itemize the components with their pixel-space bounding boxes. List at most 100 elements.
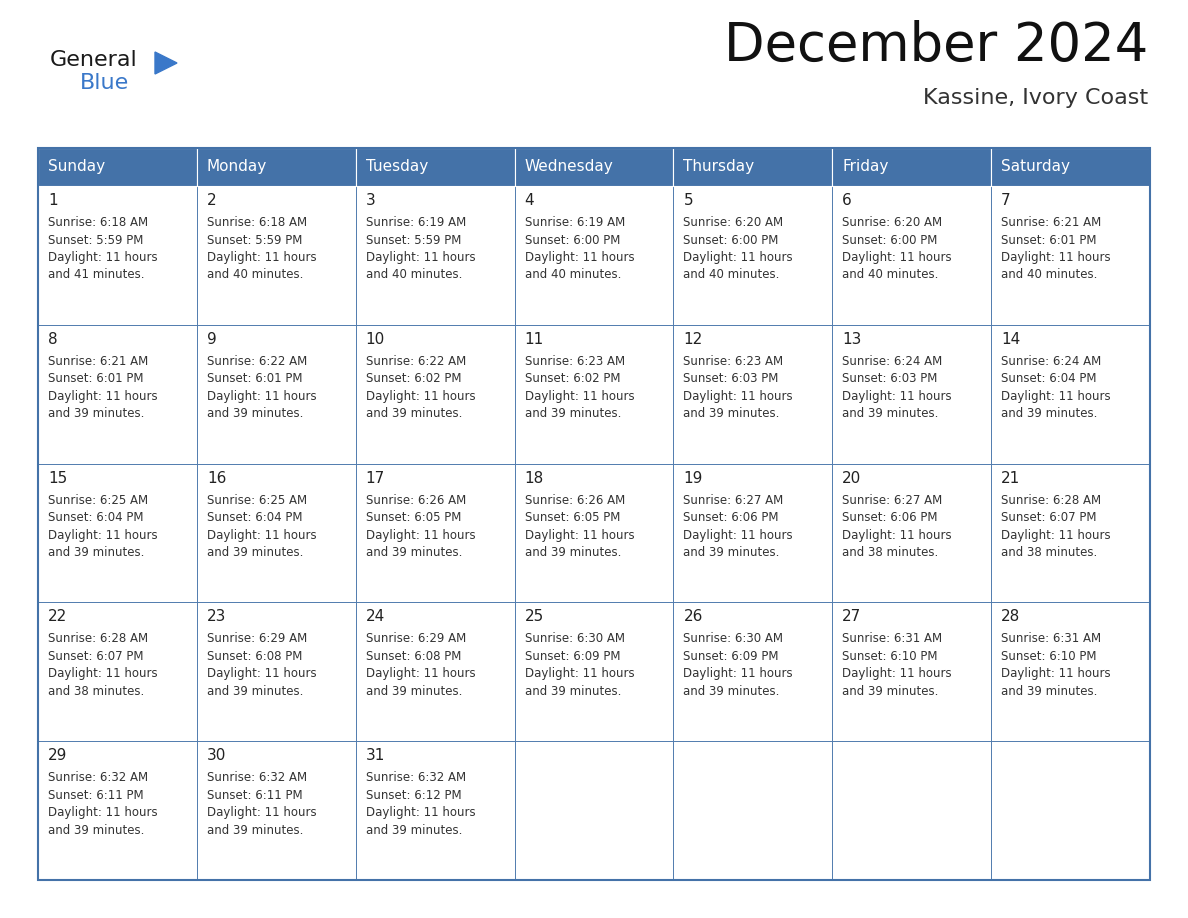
Text: Sunrise: 6:25 AM
Sunset: 6:04 PM
Daylight: 11 hours
and 39 minutes.: Sunrise: 6:25 AM Sunset: 6:04 PM Dayligh…	[48, 494, 158, 559]
Text: Sunrise: 6:32 AM
Sunset: 6:11 PM
Daylight: 11 hours
and 39 minutes.: Sunrise: 6:32 AM Sunset: 6:11 PM Dayligh…	[207, 771, 316, 836]
Text: 4: 4	[525, 193, 535, 208]
Bar	[355, 325, 514, 464]
Bar	[833, 186, 991, 325]
Bar	[991, 186, 1150, 325]
Text: Friday: Friday	[842, 160, 889, 174]
Text: 22: 22	[48, 610, 68, 624]
Bar	[674, 602, 833, 741]
Text: Sunrise: 6:26 AM
Sunset: 6:05 PM
Daylight: 11 hours
and 39 minutes.: Sunrise: 6:26 AM Sunset: 6:05 PM Dayligh…	[525, 494, 634, 559]
Bar	[355, 186, 514, 325]
Bar	[355, 464, 514, 602]
Text: Sunday: Sunday	[48, 160, 105, 174]
Text: 23: 23	[207, 610, 226, 624]
Text: 7: 7	[1001, 193, 1011, 208]
Text: 8: 8	[48, 331, 58, 347]
Text: 14: 14	[1001, 331, 1020, 347]
Text: 25: 25	[525, 610, 544, 624]
Bar	[674, 325, 833, 464]
Bar	[197, 464, 355, 602]
Bar	[833, 602, 991, 741]
Bar	[38, 741, 197, 880]
Text: Sunrise: 6:21 AM
Sunset: 6:01 PM
Daylight: 11 hours
and 39 minutes.: Sunrise: 6:21 AM Sunset: 6:01 PM Dayligh…	[48, 354, 158, 420]
Bar	[197, 148, 355, 186]
Text: 26: 26	[683, 610, 703, 624]
Bar	[991, 602, 1150, 741]
Bar	[197, 325, 355, 464]
Text: 30: 30	[207, 748, 226, 763]
Bar	[514, 464, 674, 602]
Text: 17: 17	[366, 471, 385, 486]
Text: 3: 3	[366, 193, 375, 208]
Polygon shape	[154, 52, 177, 74]
Text: Sunrise: 6:27 AM
Sunset: 6:06 PM
Daylight: 11 hours
and 38 minutes.: Sunrise: 6:27 AM Sunset: 6:06 PM Dayligh…	[842, 494, 952, 559]
Text: Monday: Monday	[207, 160, 267, 174]
Text: Sunrise: 6:18 AM
Sunset: 5:59 PM
Daylight: 11 hours
and 40 minutes.: Sunrise: 6:18 AM Sunset: 5:59 PM Dayligh…	[207, 216, 316, 282]
Text: 10: 10	[366, 331, 385, 347]
Text: Sunrise: 6:22 AM
Sunset: 6:02 PM
Daylight: 11 hours
and 39 minutes.: Sunrise: 6:22 AM Sunset: 6:02 PM Dayligh…	[366, 354, 475, 420]
Bar	[674, 464, 833, 602]
Bar	[991, 464, 1150, 602]
Text: Sunrise: 6:25 AM
Sunset: 6:04 PM
Daylight: 11 hours
and 39 minutes.: Sunrise: 6:25 AM Sunset: 6:04 PM Dayligh…	[207, 494, 316, 559]
Bar	[355, 741, 514, 880]
Text: Sunrise: 6:29 AM
Sunset: 6:08 PM
Daylight: 11 hours
and 39 minutes.: Sunrise: 6:29 AM Sunset: 6:08 PM Dayligh…	[366, 633, 475, 698]
Bar	[674, 741, 833, 880]
Text: Sunrise: 6:31 AM
Sunset: 6:10 PM
Daylight: 11 hours
and 39 minutes.: Sunrise: 6:31 AM Sunset: 6:10 PM Dayligh…	[842, 633, 952, 698]
Bar	[197, 741, 355, 880]
Bar	[38, 148, 1150, 880]
Text: Sunrise: 6:22 AM
Sunset: 6:01 PM
Daylight: 11 hours
and 39 minutes.: Sunrise: 6:22 AM Sunset: 6:01 PM Dayligh…	[207, 354, 316, 420]
Text: 27: 27	[842, 610, 861, 624]
Text: Tuesday: Tuesday	[366, 160, 428, 174]
Bar	[197, 186, 355, 325]
Text: Sunrise: 6:31 AM
Sunset: 6:10 PM
Daylight: 11 hours
and 39 minutes.: Sunrise: 6:31 AM Sunset: 6:10 PM Dayligh…	[1001, 633, 1111, 698]
Bar	[991, 741, 1150, 880]
Bar	[833, 741, 991, 880]
Bar	[355, 602, 514, 741]
Text: Sunrise: 6:20 AM
Sunset: 6:00 PM
Daylight: 11 hours
and 40 minutes.: Sunrise: 6:20 AM Sunset: 6:00 PM Dayligh…	[683, 216, 794, 282]
Text: 15: 15	[48, 471, 68, 486]
Bar	[197, 602, 355, 741]
Text: Sunrise: 6:29 AM
Sunset: 6:08 PM
Daylight: 11 hours
and 39 minutes.: Sunrise: 6:29 AM Sunset: 6:08 PM Dayligh…	[207, 633, 316, 698]
Text: 12: 12	[683, 331, 702, 347]
Bar	[991, 325, 1150, 464]
Bar	[514, 186, 674, 325]
Text: Wednesday: Wednesday	[525, 160, 613, 174]
Bar	[833, 148, 991, 186]
Text: 19: 19	[683, 471, 703, 486]
Text: December 2024: December 2024	[723, 20, 1148, 72]
Text: 2: 2	[207, 193, 216, 208]
Bar	[514, 741, 674, 880]
Text: Sunrise: 6:20 AM
Sunset: 6:00 PM
Daylight: 11 hours
and 40 minutes.: Sunrise: 6:20 AM Sunset: 6:00 PM Dayligh…	[842, 216, 952, 282]
Bar	[674, 148, 833, 186]
Bar	[674, 186, 833, 325]
Text: 18: 18	[525, 471, 544, 486]
Text: Sunrise: 6:26 AM
Sunset: 6:05 PM
Daylight: 11 hours
and 39 minutes.: Sunrise: 6:26 AM Sunset: 6:05 PM Dayligh…	[366, 494, 475, 559]
Text: 13: 13	[842, 331, 861, 347]
Text: Sunrise: 6:24 AM
Sunset: 6:04 PM
Daylight: 11 hours
and 39 minutes.: Sunrise: 6:24 AM Sunset: 6:04 PM Dayligh…	[1001, 354, 1111, 420]
Text: Sunrise: 6:19 AM
Sunset: 5:59 PM
Daylight: 11 hours
and 40 minutes.: Sunrise: 6:19 AM Sunset: 5:59 PM Dayligh…	[366, 216, 475, 282]
Text: Sunrise: 6:28 AM
Sunset: 6:07 PM
Daylight: 11 hours
and 38 minutes.: Sunrise: 6:28 AM Sunset: 6:07 PM Dayligh…	[1001, 494, 1111, 559]
Text: 24: 24	[366, 610, 385, 624]
Bar	[514, 325, 674, 464]
Text: Sunrise: 6:24 AM
Sunset: 6:03 PM
Daylight: 11 hours
and 39 minutes.: Sunrise: 6:24 AM Sunset: 6:03 PM Dayligh…	[842, 354, 952, 420]
Bar	[991, 148, 1150, 186]
Text: 16: 16	[207, 471, 226, 486]
Text: Saturday: Saturday	[1001, 160, 1070, 174]
Bar	[514, 602, 674, 741]
Bar	[38, 325, 197, 464]
Text: Sunrise: 6:30 AM
Sunset: 6:09 PM
Daylight: 11 hours
and 39 minutes.: Sunrise: 6:30 AM Sunset: 6:09 PM Dayligh…	[683, 633, 794, 698]
Text: Sunrise: 6:21 AM
Sunset: 6:01 PM
Daylight: 11 hours
and 40 minutes.: Sunrise: 6:21 AM Sunset: 6:01 PM Dayligh…	[1001, 216, 1111, 282]
Text: Sunrise: 6:28 AM
Sunset: 6:07 PM
Daylight: 11 hours
and 38 minutes.: Sunrise: 6:28 AM Sunset: 6:07 PM Dayligh…	[48, 633, 158, 698]
Bar	[833, 325, 991, 464]
Text: 6: 6	[842, 193, 852, 208]
Text: Thursday: Thursday	[683, 160, 754, 174]
Text: 20: 20	[842, 471, 861, 486]
Text: Blue: Blue	[80, 73, 129, 93]
Text: 11: 11	[525, 331, 544, 347]
Text: 9: 9	[207, 331, 216, 347]
Bar	[514, 148, 674, 186]
Bar	[833, 464, 991, 602]
Text: Sunrise: 6:23 AM
Sunset: 6:03 PM
Daylight: 11 hours
and 39 minutes.: Sunrise: 6:23 AM Sunset: 6:03 PM Dayligh…	[683, 354, 794, 420]
Text: Sunrise: 6:32 AM
Sunset: 6:11 PM
Daylight: 11 hours
and 39 minutes.: Sunrise: 6:32 AM Sunset: 6:11 PM Dayligh…	[48, 771, 158, 836]
Text: 28: 28	[1001, 610, 1020, 624]
Text: 1: 1	[48, 193, 58, 208]
